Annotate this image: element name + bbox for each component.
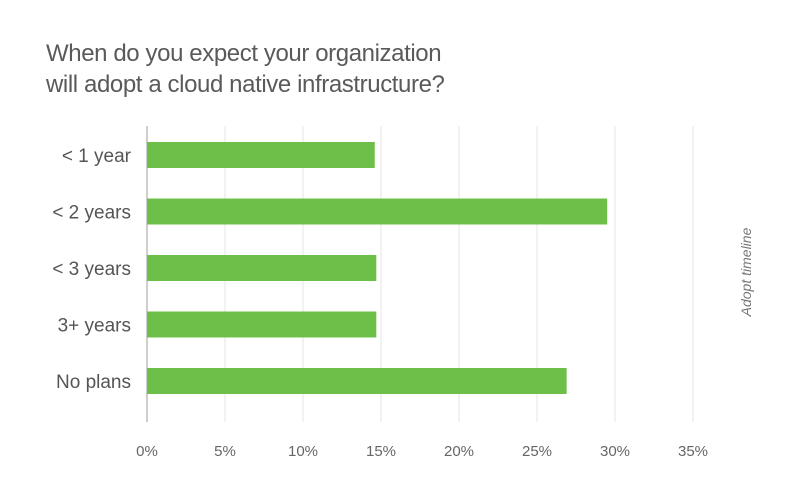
- chart-title-line-1: When do you expect your organization: [46, 40, 442, 67]
- category-label: 3+ years: [58, 316, 131, 337]
- side-axis-label: Adopt timeline: [738, 227, 754, 317]
- x-tick-label: 20%: [444, 443, 474, 460]
- bar: [147, 311, 377, 338]
- x-tick-label: 35%: [678, 443, 708, 460]
- x-tick-label: 0%: [136, 443, 158, 460]
- category-label: No plans: [56, 372, 131, 393]
- chart-title-line-2: will adopt a cloud native infrastructure…: [46, 71, 445, 98]
- bar: [147, 368, 567, 394]
- x-tick-label: 30%: [600, 443, 630, 460]
- category-label: < 3 years: [52, 259, 131, 280]
- x-tick-label: 25%: [522, 443, 552, 460]
- bar: [147, 142, 375, 168]
- bar: [147, 198, 608, 225]
- category-label: < 2 years: [52, 203, 131, 224]
- bar: [147, 255, 377, 281]
- category-label: < 1 year: [62, 146, 132, 167]
- x-tick-label: 10%: [288, 443, 318, 460]
- x-tick-label: 5%: [214, 443, 236, 460]
- x-tick-label: 15%: [366, 443, 396, 460]
- chart-title: When do you expect your organization wil…: [46, 38, 646, 100]
